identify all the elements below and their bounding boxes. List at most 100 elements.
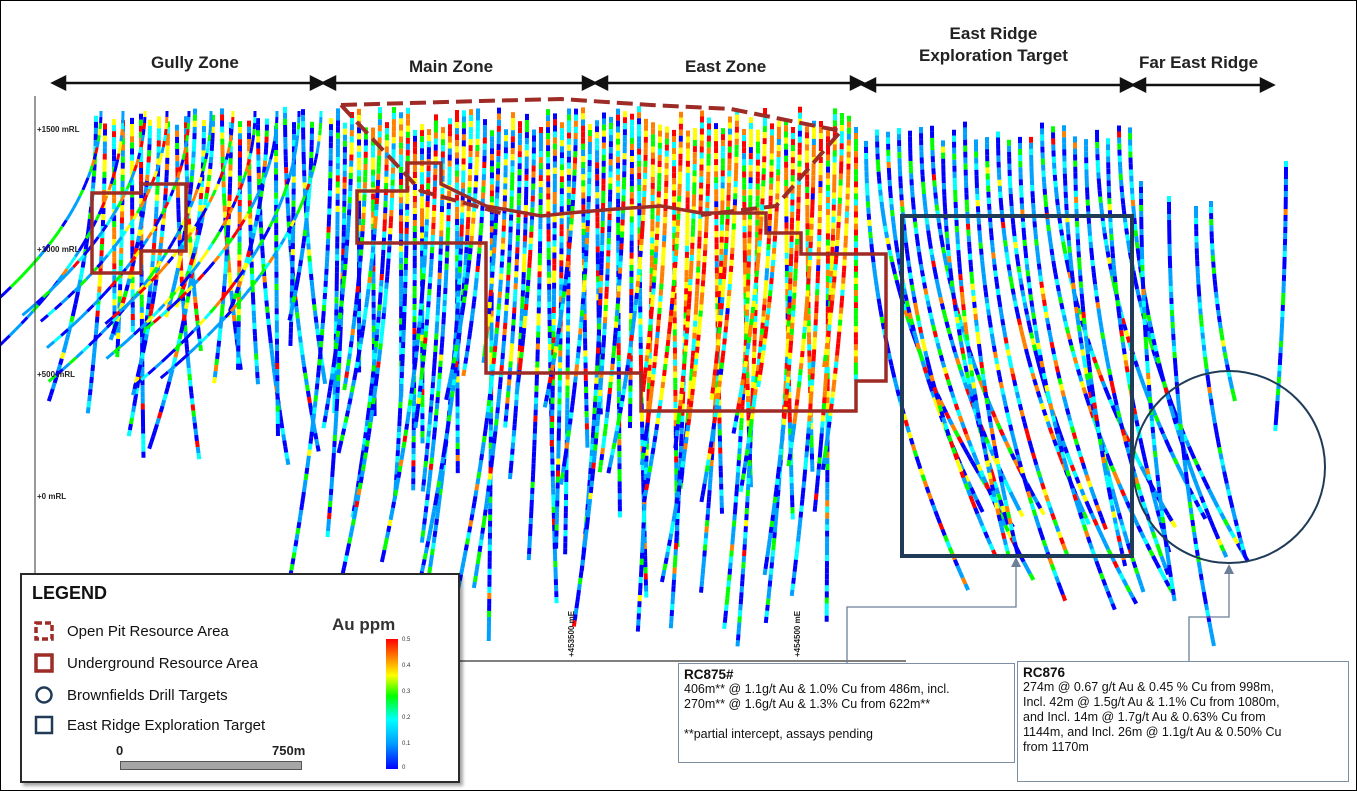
drill-hole-segment: [493, 425, 499, 432]
drill-hole-segment: [471, 502, 477, 509]
drill-hole-segment: [279, 196, 285, 204]
drill-hole-segment: [124, 224, 132, 233]
drill-hole-segment: [113, 165, 118, 173]
drill-hole-segment: [647, 465, 653, 473]
drill-hole-segment: [650, 380, 655, 387]
drill-hole-segment: [283, 231, 290, 240]
drill-hole-segment: [208, 128, 212, 136]
drill-hole-segment: [314, 153, 319, 160]
drill-hole-segment: [211, 189, 217, 197]
drill-hole-segment: [510, 442, 516, 449]
drill-hole-segment: [74, 249, 81, 258]
drill-hole-segment: [231, 314, 237, 322]
drill-hole-segment: [480, 527, 486, 535]
drill-hole-segment: [173, 350, 179, 358]
drill-hole-segment: [425, 493, 430, 501]
drill-hole-segment: [474, 277, 479, 285]
drill-hole-segment: [300, 195, 307, 203]
drill-hole-segment: [227, 237, 234, 245]
drill-hole-segment: [240, 292, 248, 301]
drill-hole-segment: [258, 238, 265, 247]
drill-hole-segment: [199, 170, 205, 178]
drill-hole-segment: [596, 407, 601, 415]
drill-hole-segment: [641, 495, 648, 503]
drill-hole-segment: [595, 413, 601, 421]
drill-hole-segment: [286, 225, 293, 234]
drill-hole-segment: [229, 281, 237, 290]
drill-hole-segment: [383, 537, 389, 545]
drill-hole-segment: [421, 558, 427, 566]
drill-hole-segment: [110, 326, 117, 335]
drill-hole-segment: [349, 334, 355, 342]
drill-hole-segment: [359, 331, 365, 339]
drill-hole-segment: [124, 261, 132, 270]
drill-hole-segment: [310, 292, 316, 299]
drill-hole-segment: [430, 510, 436, 518]
drill-hole-segment: [492, 437, 497, 444]
drill-hole-segment: [157, 303, 166, 312]
drill-hole-segment: [652, 355, 658, 363]
drill-hole-segment: [378, 343, 383, 350]
drill-hole-segment: [687, 412, 692, 420]
drill-hole-segment: [604, 411, 610, 419]
drill-hole-segment: [634, 286, 640, 294]
drill-hole-segment: [368, 389, 374, 397]
drill-hole-segment: [678, 393, 684, 401]
drill-hole-segment: [688, 400, 694, 408]
drill-hole-segment: [293, 539, 299, 547]
drill-hole-segment: [204, 186, 210, 194]
drill-hole-segment: [648, 459, 654, 467]
drill-hole-segment: [65, 213, 72, 222]
drill-hole-segment: [79, 310, 89, 319]
drill-hole-segment: [384, 282, 389, 290]
drill-hole-segment: [414, 415, 419, 423]
drill-hole-segment: [441, 450, 447, 458]
drill-hole-segment: [494, 413, 500, 420]
drill-hole-segment: [185, 285, 194, 294]
drill-hole-segment: [262, 166, 267, 173]
drill-hole-segment: [347, 397, 353, 405]
drill-hole-segment: [101, 224, 108, 232]
drill-hole-segment: [46, 308, 56, 317]
drill-hole-segment: [625, 358, 631, 366]
drill-hole-segment: [208, 195, 214, 203]
drill-hole-segment: [153, 279, 159, 286]
drill-hole-segment: [482, 429, 488, 437]
drill-hole-segment: [355, 494, 361, 502]
drill-hole-segment: [78, 189, 85, 197]
drill-hole-segment: [372, 385, 378, 393]
drill-hole-segment: [460, 308, 465, 316]
drill-hole-segment: [315, 377, 320, 384]
drill-hole-segment: [664, 351, 669, 359]
drill-hole-segment: [567, 236, 573, 243]
drill-hole-segment: [600, 447, 605, 455]
drill-hole-segment: [48, 388, 55, 396]
drill-hole-segment: [608, 454, 615, 462]
drill-hole-segment: [196, 452, 202, 460]
drill-hole-segment: [230, 298, 237, 306]
drill-hole-segment: [506, 385, 511, 392]
drill-hole-segment: [454, 338, 460, 346]
drill-hole-segment: [574, 364, 580, 371]
drill-hole-segment: [144, 280, 153, 289]
drill-hole-segment: [177, 332, 183, 340]
drill-hole-segment: [345, 365, 351, 373]
drill-hole-segment: [147, 442, 154, 450]
drill-hole-segment: [141, 205, 147, 212]
drill-hole-segment: [305, 390, 311, 398]
drill-hole-segment: [403, 429, 409, 437]
drill-hole-segment: [395, 477, 401, 485]
drill-hole-segment: [53, 334, 63, 343]
drill-hole-segment: [251, 134, 256, 142]
drill-hole-segment: [166, 364, 176, 374]
drill-hole-segment: [421, 349, 427, 356]
drill-hole-segment: [572, 382, 578, 389]
drill-hole-segment: [362, 313, 368, 320]
drill-hole-segment: [314, 322, 320, 330]
drill-hole-segment: [457, 574, 463, 581]
drill-hole-segment: [467, 326, 473, 334]
drill-hole-segment: [519, 345, 525, 353]
drill-hole-segment: [381, 549, 387, 557]
drill-hole-segment: [278, 415, 284, 423]
drill-hole-segment: [646, 471, 652, 479]
